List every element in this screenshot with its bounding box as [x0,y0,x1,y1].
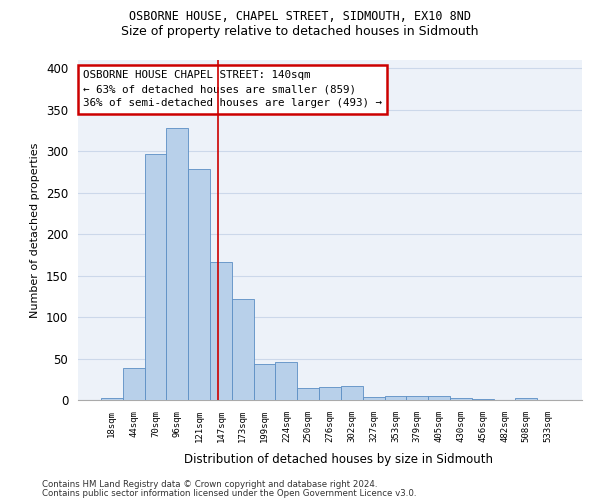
Bar [297,388,319,400]
Bar [145,154,166,400]
Bar [406,396,428,400]
Bar [385,396,406,400]
Bar [515,398,537,400]
Bar [254,364,275,400]
Bar [210,262,232,400]
Bar [363,396,385,400]
Bar [275,362,297,400]
Bar [123,368,145,400]
Bar [450,398,472,400]
Bar [101,398,123,400]
Bar [428,396,450,400]
Bar [319,386,341,400]
Bar [472,399,494,400]
Text: Contains HM Land Registry data © Crown copyright and database right 2024.: Contains HM Land Registry data © Crown c… [42,480,377,489]
Text: OSBORNE HOUSE, CHAPEL STREET, SIDMOUTH, EX10 8ND: OSBORNE HOUSE, CHAPEL STREET, SIDMOUTH, … [129,10,471,23]
Text: Size of property relative to detached houses in Sidmouth: Size of property relative to detached ho… [121,25,479,38]
Text: Contains public sector information licensed under the Open Government Licence v3: Contains public sector information licen… [42,489,416,498]
Bar [232,299,254,400]
Bar [188,170,210,400]
Text: OSBORNE HOUSE CHAPEL STREET: 140sqm
← 63% of detached houses are smaller (859)
3: OSBORNE HOUSE CHAPEL STREET: 140sqm ← 63… [83,70,382,108]
Bar [341,386,363,400]
Text: Distribution of detached houses by size in Sidmouth: Distribution of detached houses by size … [184,452,493,466]
Y-axis label: Number of detached properties: Number of detached properties [31,142,40,318]
Bar [166,128,188,400]
